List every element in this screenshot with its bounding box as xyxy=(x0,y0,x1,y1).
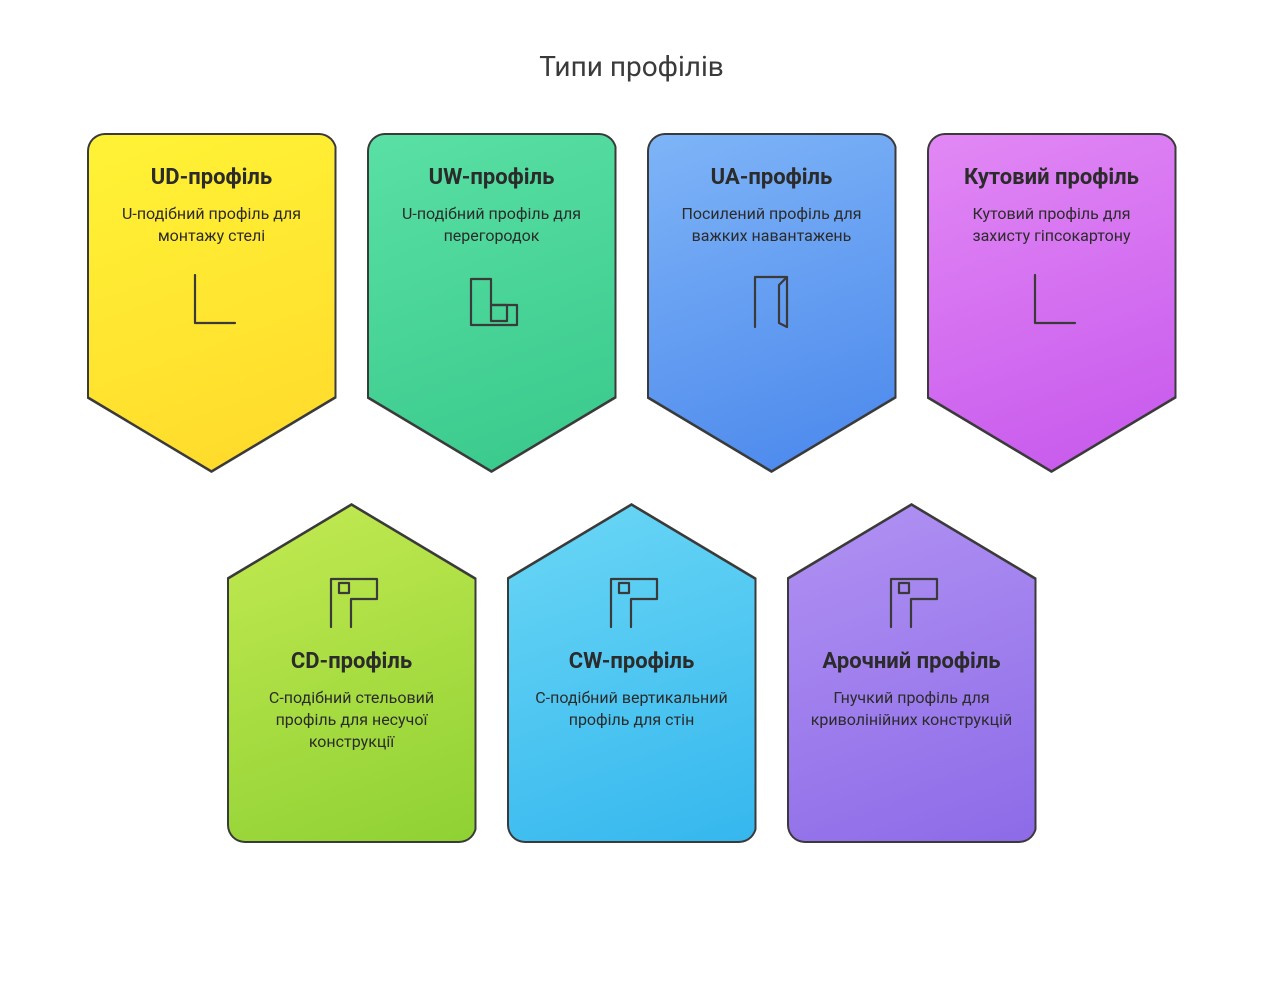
card-uw-title: UW-профіль xyxy=(429,165,555,191)
card-uw: UW-профіль U-подібний профіль для перего… xyxy=(367,133,617,473)
door-icon xyxy=(737,265,807,335)
card-ud-desc: U-подібний профіль для монтажу стелі xyxy=(109,203,315,246)
card-arch: Арочний профіль Гнучкий профіль для крив… xyxy=(787,503,1037,843)
bracket-icon xyxy=(597,565,667,635)
card-corner-title: Кутовий профіль xyxy=(964,165,1139,191)
card-ud: UD-профіль U-подібний профіль для монтаж… xyxy=(87,133,337,473)
card-cw: CW-профіль C-подібний вертикальний профі… xyxy=(507,503,757,843)
card-ua-desc: Посилений профіль для важких навантажень xyxy=(669,203,875,246)
l-profile-icon xyxy=(177,265,247,335)
card-cd-title: CD-профіль xyxy=(291,649,412,675)
bracket-icon xyxy=(877,565,947,635)
card-cw-title: CW-профіль xyxy=(569,649,695,675)
card-cd: CD-профіль C-подібний стельовий профіль … xyxy=(227,503,477,843)
card-arch-desc: Гнучкий профіль для криволінійних констр… xyxy=(809,687,1015,730)
top-row: UD-профіль U-подібний профіль для монтаж… xyxy=(70,133,1193,473)
card-uw-desc: U-подібний профіль для перегородок xyxy=(389,203,595,246)
card-ud-title: UD-профіль xyxy=(151,165,272,191)
bottom-row: CD-профіль C-подібний стельовий профіль … xyxy=(70,503,1193,843)
corner-block-icon xyxy=(457,265,527,335)
bracket-icon xyxy=(317,565,387,635)
card-arch-title: Арочний профіль xyxy=(822,649,1000,675)
card-corner-desc: Кутовий профіль для захисту гіпсокартону xyxy=(949,203,1155,246)
l-profile-icon xyxy=(1017,265,1087,335)
card-cd-desc: C-подібний стельовий профіль для несучої… xyxy=(249,687,455,752)
card-ua-title: UA-профіль xyxy=(711,165,833,191)
page-title: Типи профілів xyxy=(70,50,1193,83)
card-corner: Кутовий профіль Кутовий профіль для захи… xyxy=(927,133,1177,473)
card-ua: UA-профіль Посилений профіль для важких … xyxy=(647,133,897,473)
card-cw-desc: C-подібний вертикальний профіль для стін xyxy=(529,687,735,730)
